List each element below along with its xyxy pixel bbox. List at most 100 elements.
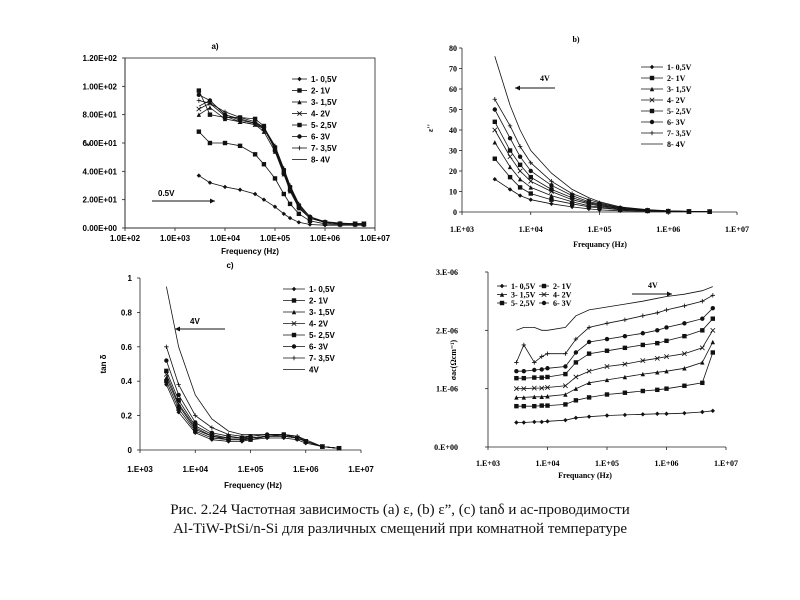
- data-point: [700, 298, 705, 304]
- data-point: [710, 305, 715, 311]
- data-point: [700, 380, 705, 386]
- data-point: [640, 388, 646, 394]
- data-point: [655, 340, 660, 346]
- data-point: [514, 403, 519, 409]
- data-point: [604, 336, 610, 342]
- annotation-label: 4V: [190, 317, 200, 326]
- data-point: [507, 174, 513, 180]
- data-point: [528, 197, 533, 202]
- legend-marker: [649, 75, 655, 81]
- data-point: [517, 193, 523, 198]
- data-point: [514, 368, 519, 374]
- series-8: [516, 286, 713, 331]
- legend-item: 3- 1,5V: [292, 98, 337, 107]
- data-point: [281, 191, 287, 197]
- y-tick-label: 20: [449, 167, 457, 176]
- x-tick-label: 1.E+07: [714, 459, 738, 468]
- y-tick-label: 0.E+00: [434, 443, 458, 452]
- data-point: [196, 106, 202, 112]
- data-point: [492, 107, 498, 112]
- data-point: [569, 204, 575, 210]
- series-line: [516, 352, 714, 407]
- legend-label: 1- 0,5V: [667, 63, 692, 72]
- data-point: [563, 364, 568, 369]
- annotation-label: 4V: [648, 281, 658, 290]
- series-line: [198, 175, 364, 226]
- legend-item: 1- 0,5V: [283, 285, 335, 294]
- data-point: [528, 160, 533, 165]
- data-point: [539, 403, 544, 408]
- x-axis-label: Frequancy (Hz): [573, 240, 627, 249]
- data-point: [521, 395, 527, 400]
- data-point: [176, 403, 181, 408]
- legend-marker: [297, 99, 302, 105]
- data-point: [492, 127, 498, 133]
- data-point: [532, 403, 537, 409]
- y-axis-label: σac(Ωcm⁻¹): [449, 339, 458, 380]
- data-point: [517, 168, 523, 174]
- data-point: [573, 386, 579, 391]
- data-point: [640, 331, 646, 336]
- legend-marker: [541, 283, 547, 289]
- legend-marker: [541, 300, 547, 306]
- data-point: [545, 394, 550, 399]
- legend-item: 4V: [283, 366, 319, 375]
- y-tick-label: 0.6: [121, 343, 133, 352]
- y-axis-label: ε': [83, 140, 92, 146]
- data-point: [521, 342, 527, 348]
- legend-item: 4- 2V: [539, 291, 572, 300]
- legend-label: 5- 2,5V: [311, 121, 337, 130]
- data-point: [586, 203, 592, 209]
- data-point: [528, 185, 533, 190]
- chart-c: 1.E+03 1.E+04 1.E+05 1.E+06 1.E+07 0 0.2 0.4 0.6…: [99, 261, 374, 490]
- data-point: [296, 211, 302, 217]
- series-5: [196, 88, 367, 226]
- data-point: [261, 197, 267, 202]
- data-point: [207, 105, 213, 110]
- data-point: [209, 425, 215, 430]
- data-point: [514, 360, 519, 365]
- legend-item: 2- 1V: [641, 74, 686, 83]
- legend-item: 7- 3,5V: [292, 144, 337, 153]
- x-tick-label: 1.E+06: [656, 225, 680, 234]
- legend-item: 3- 1,5V: [641, 85, 692, 94]
- legend-item: 5- 2,5V: [292, 121, 337, 130]
- y-tick-label: 0: [453, 208, 457, 217]
- data-point: [337, 220, 343, 226]
- series-6: [196, 92, 367, 226]
- data-point: [532, 367, 537, 373]
- data-point: [573, 360, 579, 365]
- legend-item: 4- 2V: [292, 110, 331, 119]
- data-point: [164, 379, 169, 384]
- data-point: [545, 351, 550, 356]
- y-axis-label: tan δ: [99, 354, 108, 373]
- data-point: [682, 383, 687, 388]
- data-point: [539, 367, 544, 372]
- data-point: [604, 348, 610, 353]
- legend-label: 1- 0,5V: [511, 282, 536, 291]
- legend-item: 6- 3V: [641, 118, 686, 127]
- y-tick-label: 30: [449, 147, 457, 156]
- series-8: [494, 56, 710, 212]
- data-point: [196, 112, 202, 117]
- legend: 1- 0,5V 2- 1V 3- 1,5V 4- 2V 5- 2,5V 6- 3V 7- 3…: [641, 63, 692, 149]
- legend-marker: [649, 119, 655, 125]
- legend-item: 4- 2V: [283, 320, 329, 329]
- series-5: [514, 316, 715, 381]
- series-line: [494, 56, 710, 212]
- data-point: [549, 179, 554, 184]
- data-point: [545, 366, 550, 371]
- legend-item: 2- 1V: [292, 87, 331, 96]
- data-point: [237, 187, 243, 192]
- data-point: [617, 205, 623, 210]
- x-axis-label: Frequency (Hz): [224, 481, 282, 490]
- y-tick-label: 0.00E+00: [83, 224, 118, 233]
- series-line: [516, 294, 713, 363]
- data-point: [655, 328, 660, 333]
- annotation-arrowhead: [210, 198, 215, 204]
- data-point: [539, 385, 545, 391]
- legend-item: 6- 3V: [283, 343, 329, 352]
- data-point: [507, 154, 513, 160]
- data-point: [710, 339, 715, 345]
- legend-label: 1- 0,5V: [311, 75, 337, 84]
